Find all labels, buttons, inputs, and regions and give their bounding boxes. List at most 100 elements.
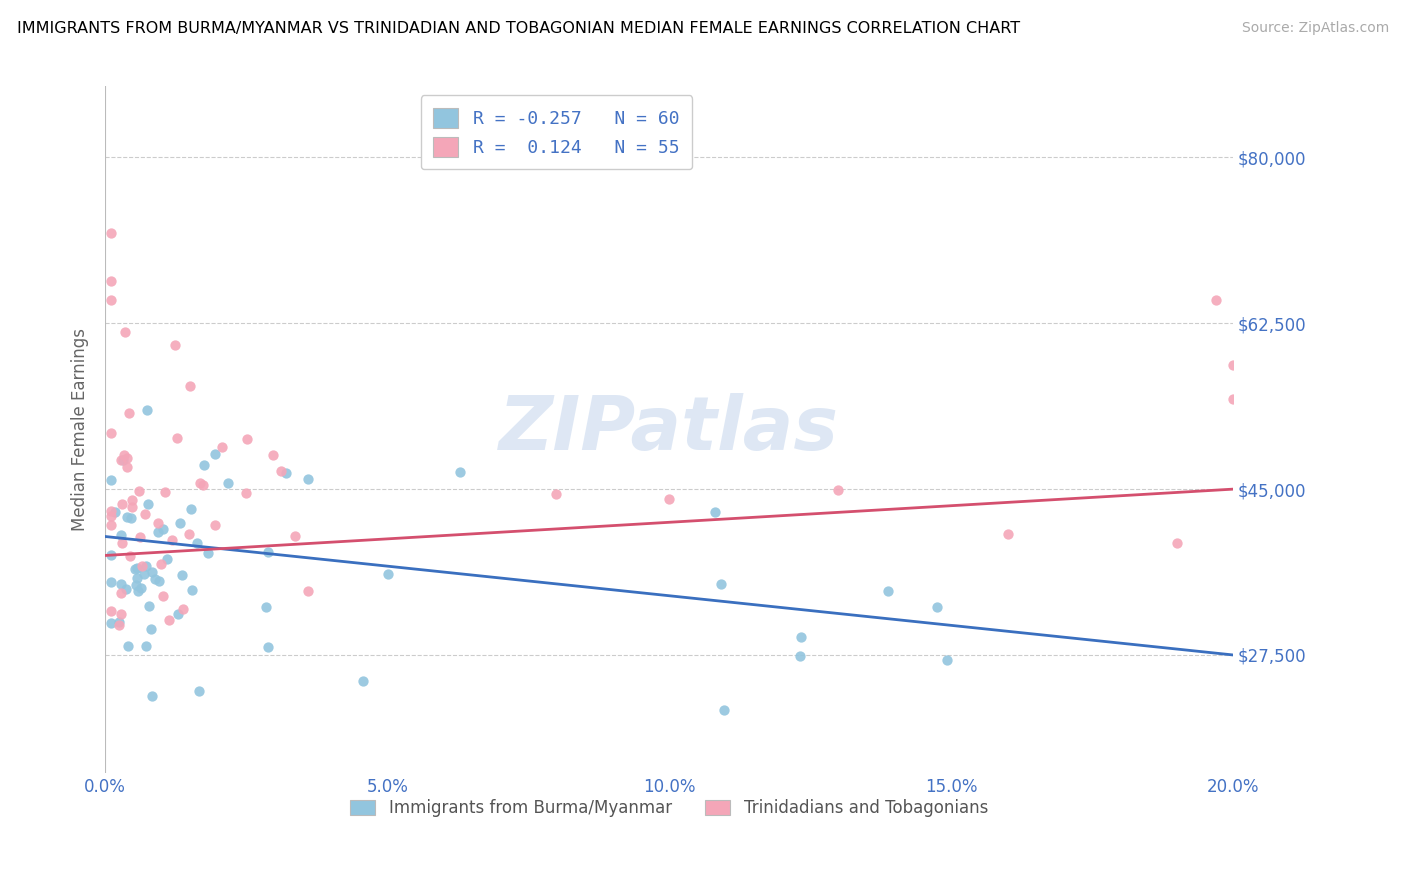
Point: [124, 562, 146, 576]
Point: [148, 516, 170, 531]
Point: [155, 485, 177, 500]
Point: [204, 517, 226, 532]
Point: [111, 536, 134, 550]
Point: [110, 585, 132, 599]
Point: [110, 607, 132, 621]
Point: [100, 274, 122, 288]
Point: [186, 536, 208, 550]
Point: [827, 483, 849, 498]
Y-axis label: Median Female Earnings: Median Female Earnings: [72, 328, 89, 532]
Point: [152, 522, 174, 536]
Point: [146, 524, 169, 539]
Point: [703, 505, 725, 519]
Point: [135, 558, 157, 573]
Point: [204, 447, 226, 461]
Point: [235, 486, 257, 500]
Point: [270, 464, 292, 478]
Point: [188, 476, 211, 491]
Point: [100, 293, 122, 307]
Point: [107, 615, 129, 630]
Point: [115, 450, 138, 465]
Point: [108, 618, 131, 632]
Point: [139, 622, 162, 636]
Point: [131, 558, 153, 573]
Point: [141, 690, 163, 704]
Point: [1205, 293, 1227, 307]
Text: IMMIGRANTS FROM BURMA/MYANMAR VS TRINIDADIAN AND TOBAGONIAN MEDIAN FEMALE EARNIN: IMMIGRANTS FROM BURMA/MYANMAR VS TRINIDA…: [17, 21, 1019, 36]
Point: [254, 599, 277, 614]
Point: [179, 526, 201, 541]
Point: [148, 574, 170, 588]
Point: [100, 616, 122, 631]
Point: [165, 338, 187, 352]
Point: [235, 432, 257, 446]
Point: [1222, 358, 1244, 372]
Point: [377, 566, 399, 581]
Legend: Immigrants from Burma/Myanmar, Trinidadians and Tobagonians: Immigrants from Burma/Myanmar, Trinidadi…: [343, 792, 994, 823]
Point: [172, 567, 194, 582]
Point: [156, 552, 179, 566]
Point: [129, 581, 152, 595]
Point: [125, 561, 148, 575]
Point: [138, 599, 160, 613]
Point: [110, 452, 132, 467]
Point: [127, 583, 149, 598]
Point: [193, 477, 215, 491]
Point: [169, 516, 191, 530]
Point: [100, 604, 122, 618]
Point: [128, 530, 150, 544]
Point: [111, 497, 134, 511]
Point: [120, 549, 142, 564]
Point: [276, 467, 298, 481]
Point: [135, 639, 157, 653]
Point: [150, 557, 173, 571]
Point: [118, 406, 141, 420]
Point: [997, 527, 1019, 541]
Point: [152, 590, 174, 604]
Point: [162, 533, 184, 548]
Point: [284, 529, 307, 543]
Point: [134, 567, 156, 582]
Point: [100, 503, 122, 517]
Text: ZIPatlas: ZIPatlas: [499, 393, 839, 467]
Point: [100, 473, 122, 487]
Point: [710, 577, 733, 591]
Point: [257, 640, 280, 654]
Point: [713, 703, 735, 717]
Point: [925, 600, 948, 615]
Point: [125, 578, 148, 592]
Point: [117, 459, 139, 474]
Point: [117, 639, 139, 653]
Point: [115, 510, 138, 524]
Point: [104, 505, 127, 519]
Point: [100, 508, 122, 523]
Point: [121, 493, 143, 508]
Point: [136, 497, 159, 511]
Point: [790, 630, 813, 644]
Point: [115, 582, 138, 596]
Point: [546, 487, 568, 501]
Point: [166, 431, 188, 445]
Point: [1166, 536, 1188, 550]
Point: [1222, 392, 1244, 407]
Point: [100, 549, 122, 563]
Text: Source: ZipAtlas.com: Source: ZipAtlas.com: [1241, 21, 1389, 35]
Point: [217, 475, 239, 490]
Point: [297, 472, 319, 486]
Point: [449, 465, 471, 479]
Point: [134, 507, 156, 521]
Point: [159, 613, 181, 627]
Point: [100, 518, 122, 533]
Point: [297, 584, 319, 599]
Point: [100, 426, 122, 441]
Point: [193, 458, 215, 472]
Point: [141, 565, 163, 579]
Point: [789, 649, 811, 664]
Point: [211, 440, 233, 454]
Point: [100, 574, 122, 589]
Point: [166, 607, 188, 621]
Point: [111, 453, 134, 467]
Point: [188, 684, 211, 698]
Point: [100, 226, 122, 240]
Point: [180, 502, 202, 516]
